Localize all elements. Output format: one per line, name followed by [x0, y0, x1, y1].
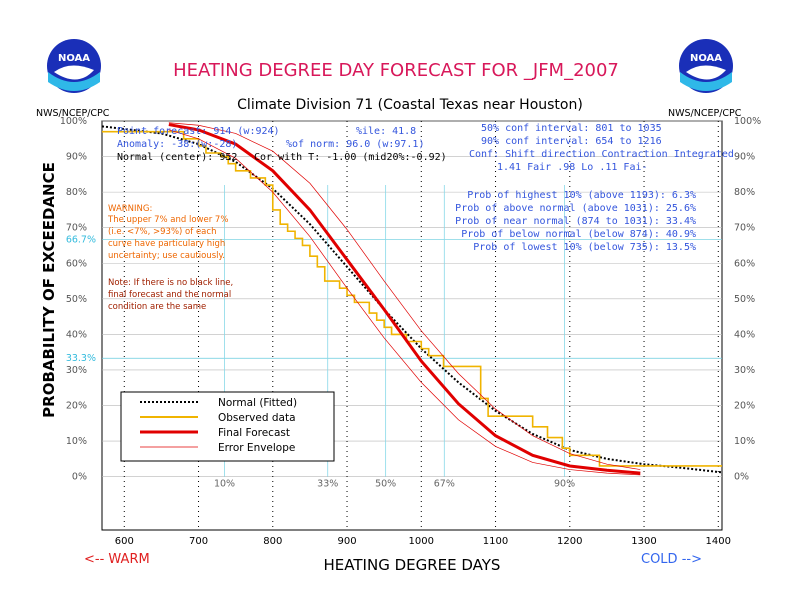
- series-error-envelope: [168, 122, 641, 470]
- x-tick-label: 800: [263, 536, 282, 547]
- y-tick-label: 0%: [72, 472, 87, 483]
- plot-frame: [101, 120, 723, 531]
- y-tick-label: 100%: [60, 116, 87, 127]
- y-tick-label-right: 40%: [734, 329, 755, 340]
- noaa-logo-right: NOAA: [679, 39, 733, 93]
- correlation: Cor with T: -1.00 (mid20%:-0.92): [254, 152, 447, 163]
- prob-above-normal: Prob of above normal (above 1031): 25.6%: [455, 203, 696, 214]
- x-tick-label: 1000: [409, 536, 434, 547]
- x-tick-label: 1300: [631, 536, 656, 547]
- legend-label: Final Forecast: [218, 427, 290, 439]
- agency-label-right: NWS/NCEP/CPC: [668, 108, 742, 119]
- y-tick-label: 10%: [66, 436, 87, 447]
- series-final-forecast: [168, 123, 641, 475]
- series-error-envelope: [168, 129, 641, 476]
- y-tick-label-right: 30%: [734, 365, 755, 376]
- x-tick-labels: 600 700 800 900 1000 1100 1200 1300 1400: [115, 536, 731, 547]
- chart-subtitle: Climate Division 71 (Coastal Texas near …: [237, 97, 583, 113]
- prob-highest-10: Prob of highest 10% (above 1193): 6.3%: [467, 190, 696, 201]
- anomaly: Anomaly: -38:(w:-28): [117, 139, 237, 150]
- percentile: %ile: 41.8: [356, 126, 416, 137]
- warning-line: (i.e. <7%, >93%) of each: [108, 227, 216, 237]
- y-tick-label-right: 0%: [734, 472, 749, 483]
- y-tick-label: 50%: [66, 294, 87, 305]
- y-tick-label: 20%: [66, 401, 87, 412]
- stats-block: Point forecast: 914 (w:924) Anomaly: -38…: [117, 123, 734, 173]
- conf50: 50% conf interval: 801 to 1035: [481, 123, 662, 134]
- conf90: 90% conf interval: 654 to 1216: [481, 136, 662, 147]
- y-tick-label: 70%: [66, 223, 87, 234]
- y-axis-title: PROBABILITY OF EXCEEDANCE: [40, 162, 58, 418]
- warm-label: <-- WARM: [84, 552, 150, 567]
- tercile-label: 66.7%: [66, 234, 96, 245]
- series-group: [101, 122, 723, 476]
- warning-title: WARNING:: [108, 204, 152, 214]
- x-tick-label: 900: [337, 536, 356, 547]
- prob-near-normal: Prob of near normal (874 to 1031): 33.4%: [455, 216, 696, 227]
- point-forecast: Point forecast: 914 (w:924): [117, 126, 280, 137]
- y-tick-label-right: 90%: [734, 152, 755, 163]
- prob-below-normal: Prob of below normal (below 874): 40.9%: [461, 229, 696, 240]
- prob-lowest-10: Prob of lowest 10% (below 735): 13.5%: [473, 242, 696, 253]
- warning-line: curve have particulary high: [108, 239, 225, 249]
- logo-text-right: NOAA: [690, 53, 722, 64]
- x-tick-label: 1200: [557, 536, 582, 547]
- percentile-label: 67%: [434, 479, 455, 490]
- x-axis-title: HEATING DEGREE DAYS: [324, 556, 501, 574]
- noaa-logo-left: NOAA: [47, 39, 101, 93]
- y-tick-label: 30%: [66, 365, 87, 376]
- conf-values: 1.41 Fair .98 Lo .11 Fai-: [497, 162, 648, 173]
- legend-box: [120, 391, 335, 462]
- y-tick-label: 90%: [66, 152, 87, 163]
- warning-block: WARNING: The upper 7% and lower 7% (i.e.…: [107, 204, 228, 261]
- x-tick-label: 600: [115, 536, 134, 547]
- warning-line: uncertainty; use cautiously.: [108, 251, 225, 261]
- note-line: Note: If there is no black line,: [108, 278, 233, 288]
- logo-text-left: NOAA: [58, 53, 90, 64]
- y-tick-label-right: 10%: [734, 436, 755, 447]
- note-block: Note: If there is no black line, final f…: [108, 278, 233, 312]
- legend-label: Normal (Fitted): [218, 397, 297, 409]
- percentile-label: 50%: [375, 479, 396, 490]
- y-tick-label: 40%: [66, 329, 87, 340]
- x-tick-label: 1400: [706, 536, 731, 547]
- y-tick-label-right: 100%: [734, 116, 761, 127]
- percentile-label: 33%: [317, 479, 338, 490]
- y-tick-label-right: 60%: [734, 258, 755, 269]
- note-line: final forecast and the normal: [108, 290, 231, 300]
- y-tick-labels: 0% 0% 10% 10% 20% 20% 30% 30% 40% 40% 50% 50% 60% 60%…: [60, 116, 761, 483]
- warning-line: The upper 7% and lower 7%: [107, 215, 228, 225]
- x-tick-label: 700: [189, 536, 208, 547]
- legend-label: Error Envelope: [218, 442, 295, 454]
- cold-label: COLD -->: [641, 552, 702, 567]
- y-tick-label-right: 70%: [734, 223, 755, 234]
- percentile-label: 90%: [554, 479, 575, 490]
- x-tick-label: 1100: [483, 536, 508, 547]
- pct-of-norm: %of norm: 96.0 (w:97.1): [286, 139, 424, 150]
- note-line: condition are the same: [108, 302, 206, 312]
- percentile-label: 10%: [214, 479, 235, 490]
- legend: Normal (Fitted) Observed data Final Fore…: [120, 391, 335, 462]
- y-tick-label: 60%: [66, 258, 87, 269]
- y-tick-label-right: 80%: [734, 187, 755, 198]
- y-tick-label-right: 50%: [734, 294, 755, 305]
- grid: [102, 120, 722, 530]
- chart-title: HEATING DEGREE DAY FORECAST FOR _JFM_200…: [173, 60, 619, 81]
- normal-center: Normal (center): 952: [117, 152, 237, 163]
- y-tick-label: 80%: [66, 187, 87, 198]
- series-observed: [102, 130, 722, 467]
- tercile-label: 33.3%: [66, 353, 96, 364]
- agency-label-left: NWS/NCEP/CPC: [36, 108, 110, 119]
- legend-label: Observed data: [218, 412, 296, 424]
- probability-block: Prob of highest 10% (above 1193): 6.3% P…: [455, 190, 696, 253]
- y-tick-label-right: 20%: [734, 401, 755, 412]
- conf-header: Conf: Shift direction Contraction Integr…: [469, 149, 734, 160]
